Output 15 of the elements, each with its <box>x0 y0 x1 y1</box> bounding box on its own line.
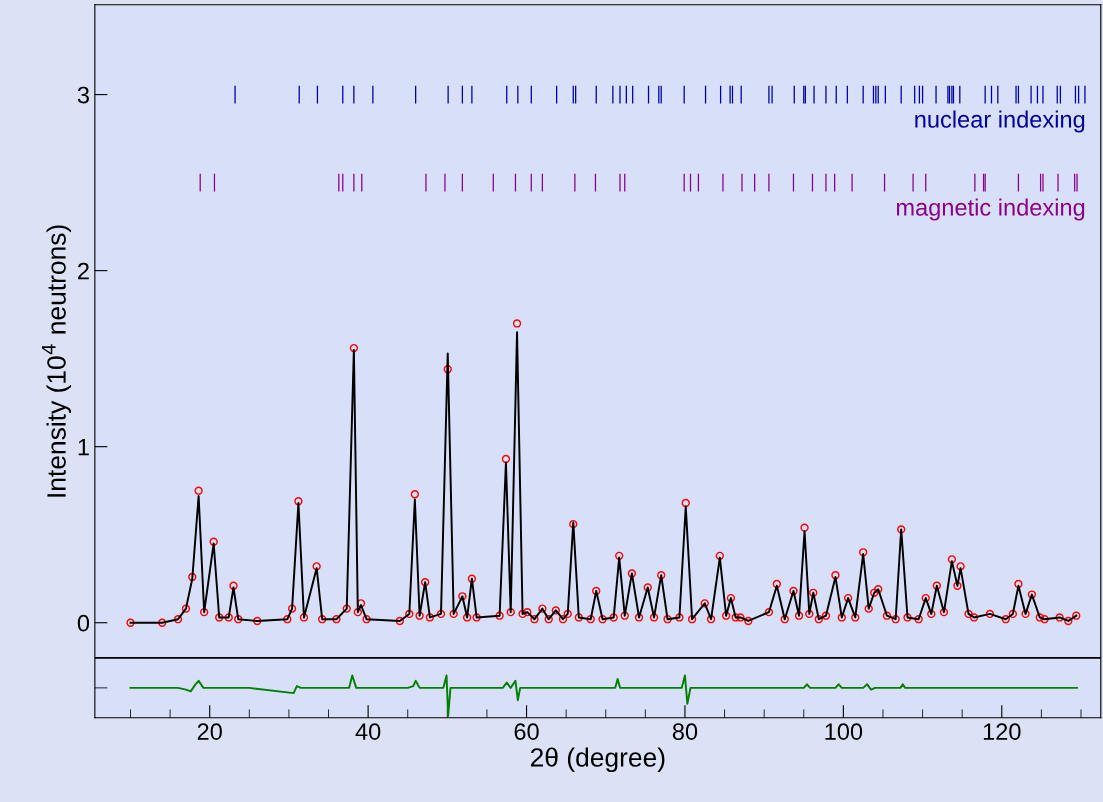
y-tick-label: 2 <box>78 262 89 280</box>
x-tick-label: 20 <box>197 723 222 740</box>
x-tick-label: 80 <box>672 723 698 740</box>
x-tick-label: 60 <box>514 723 539 740</box>
x-tick-label: 100 <box>825 723 863 740</box>
x-axis-title: 2θ (degree) <box>530 747 665 773</box>
y-tick-label: 0 <box>77 614 90 632</box>
line-series <box>129 674 1078 717</box>
x-tick-label: 120 <box>983 723 1021 740</box>
series-label: magnetic indexing <box>896 198 1085 221</box>
y-tick-label: 1 <box>78 438 89 456</box>
series-label: nuclear indexing <box>915 110 1085 133</box>
x-tick-label: 40 <box>355 723 381 740</box>
y-tick-label: 3 <box>77 86 89 104</box>
y-axis-title: Intensity (10$^{4}$ neutrons) <box>42 225 72 497</box>
